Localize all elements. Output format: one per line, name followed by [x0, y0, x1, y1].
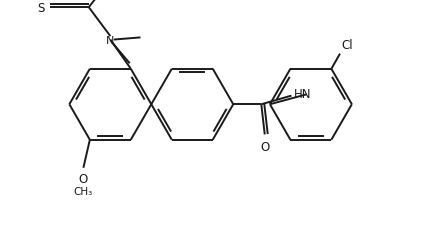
Text: HN: HN	[294, 88, 311, 101]
Text: S: S	[38, 2, 45, 15]
Text: CH₃: CH₃	[74, 186, 93, 196]
Text: O: O	[79, 172, 88, 185]
Text: Cl: Cl	[342, 39, 353, 52]
Text: O: O	[260, 140, 270, 153]
Text: N: N	[106, 35, 114, 45]
